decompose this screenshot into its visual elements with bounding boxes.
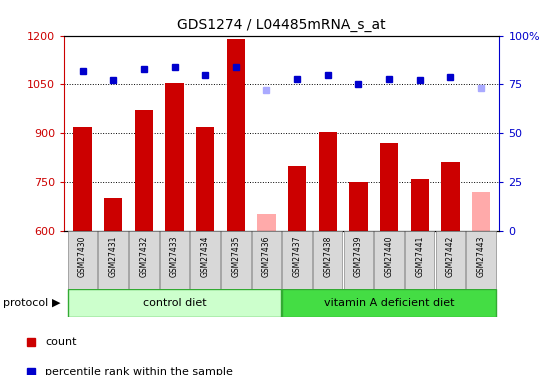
Bar xyxy=(411,178,429,231)
Text: count: count xyxy=(45,337,76,347)
Text: GSM27438: GSM27438 xyxy=(323,235,332,277)
Bar xyxy=(165,83,184,231)
Bar xyxy=(257,214,276,231)
Text: vitamin A deficient diet: vitamin A deficient diet xyxy=(324,298,454,308)
Text: ▶: ▶ xyxy=(52,298,60,308)
Bar xyxy=(99,231,128,289)
Bar xyxy=(349,182,368,231)
Text: percentile rank within the sample: percentile rank within the sample xyxy=(45,367,233,375)
Text: protocol: protocol xyxy=(3,298,48,308)
Bar xyxy=(196,127,214,231)
Title: GDS1274 / L04485mRNA_s_at: GDS1274 / L04485mRNA_s_at xyxy=(177,18,386,32)
Bar xyxy=(73,127,92,231)
Bar xyxy=(319,132,337,231)
Bar xyxy=(282,289,496,317)
Bar xyxy=(221,231,251,289)
Bar xyxy=(466,231,496,289)
Text: GSM27439: GSM27439 xyxy=(354,235,363,277)
Bar xyxy=(68,289,281,317)
Bar xyxy=(436,231,465,289)
Text: GSM27442: GSM27442 xyxy=(446,235,455,277)
Bar xyxy=(472,192,490,231)
Bar xyxy=(252,231,281,289)
Bar xyxy=(441,162,460,231)
Bar xyxy=(344,231,373,289)
Bar xyxy=(405,231,435,289)
Bar xyxy=(160,231,189,289)
Bar xyxy=(134,110,153,231)
Text: GSM27443: GSM27443 xyxy=(477,235,485,277)
Bar xyxy=(380,143,398,231)
Text: control diet: control diet xyxy=(143,298,206,308)
Text: GSM27430: GSM27430 xyxy=(78,235,87,277)
Bar xyxy=(313,231,343,289)
Text: GSM27436: GSM27436 xyxy=(262,235,271,277)
Text: GSM27433: GSM27433 xyxy=(170,235,179,277)
Text: GSM27441: GSM27441 xyxy=(415,235,424,277)
Text: GSM27432: GSM27432 xyxy=(140,235,148,277)
Bar xyxy=(282,231,312,289)
Text: GSM27431: GSM27431 xyxy=(109,235,118,277)
Text: GSM27435: GSM27435 xyxy=(232,235,240,277)
Text: GSM27437: GSM27437 xyxy=(292,235,302,277)
Bar xyxy=(190,231,220,289)
Bar xyxy=(104,198,122,231)
Bar xyxy=(68,231,97,289)
Text: GSM27434: GSM27434 xyxy=(201,235,210,277)
Bar xyxy=(374,231,404,289)
Bar xyxy=(288,166,306,231)
Bar xyxy=(227,39,245,231)
Bar xyxy=(129,231,158,289)
Text: GSM27440: GSM27440 xyxy=(384,235,393,277)
